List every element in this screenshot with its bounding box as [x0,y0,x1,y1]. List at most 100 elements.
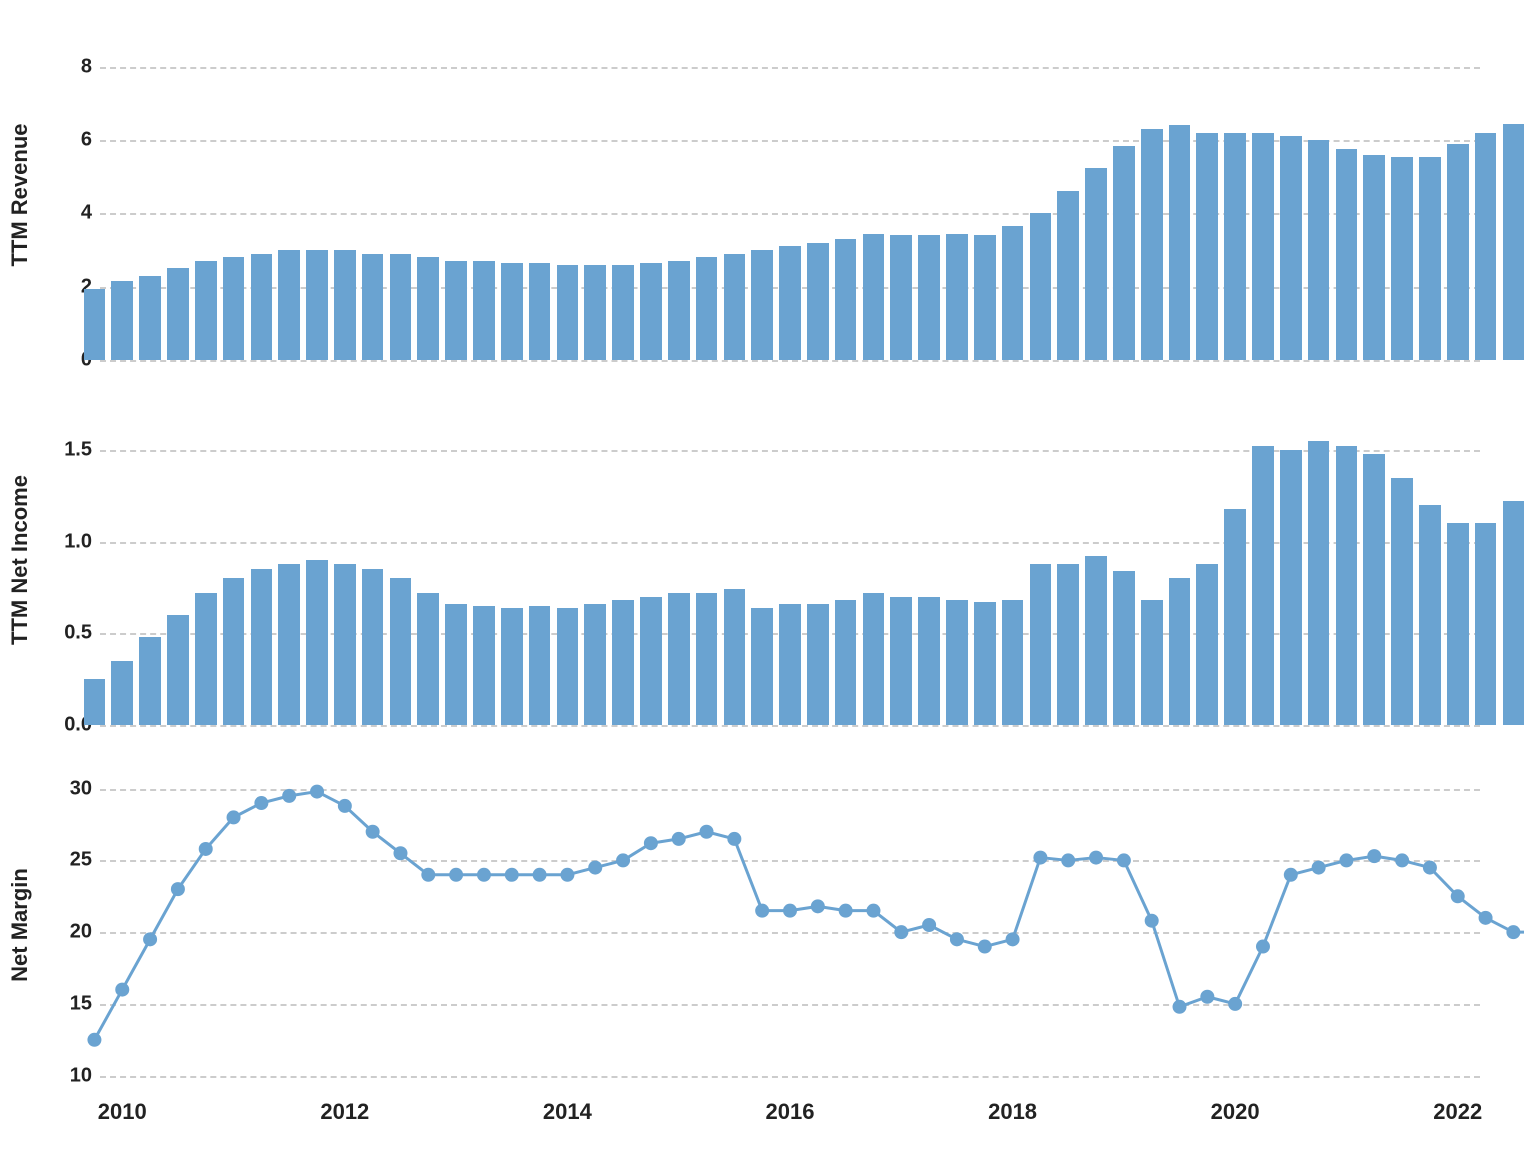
xtick-label: 2020 [1211,1099,1260,1125]
ytick-label: 0.5 [64,622,100,645]
ytick-label: 1.5 [64,439,100,462]
bars-revenue [100,30,1480,360]
bar [111,661,133,725]
series-marker [227,810,241,824]
bar [362,254,384,360]
series-marker [1061,853,1075,867]
series-marker [393,846,407,860]
bar [390,254,412,360]
bar [1363,155,1385,360]
bar [417,593,439,725]
series-marker [1339,853,1353,867]
bar [890,235,912,360]
bar [1002,226,1024,360]
bar [1224,509,1246,725]
ytick-label: 6 [81,129,100,152]
bar [501,263,523,360]
series-marker [1256,940,1270,954]
bar [668,261,690,360]
panel-net_income: 0.00.51.01.5TTM Net Income [100,395,1480,725]
bar [918,235,940,360]
bar [696,257,718,360]
series-marker [894,925,908,939]
bar [1030,564,1052,725]
series-marker [421,868,435,882]
panel-revenue: 02468TTM Revenue [100,30,1480,360]
bar [584,265,606,360]
series-marker [115,983,129,997]
series-marker [588,861,602,875]
bar [863,593,885,725]
series-marker [1367,849,1381,863]
bar [557,608,579,725]
series-marker [1200,990,1214,1004]
bar [974,235,996,360]
series-marker [143,932,157,946]
bar [696,593,718,725]
bar [946,600,968,725]
bar [223,257,245,360]
bar [1280,136,1302,360]
series-marker [560,868,574,882]
series-marker [254,796,268,810]
bar [1002,600,1024,725]
bar [334,564,356,725]
series-marker [449,868,463,882]
bar [1057,564,1079,725]
gridline [100,360,1480,362]
bar [139,637,161,725]
series-marker [1284,868,1298,882]
bar [640,263,662,360]
xtick-label: 2018 [988,1099,1037,1125]
bar [1196,133,1218,360]
xtick-label: 2010 [98,1099,147,1125]
bar [445,261,467,360]
ytick-label: 25 [70,849,100,872]
bar [1336,446,1358,725]
bar [1475,523,1497,725]
bar [195,593,217,725]
ytick-label: 8 [81,55,100,78]
bar [612,265,634,360]
bar [111,281,133,360]
bar [1336,149,1358,360]
bar [807,604,829,725]
line-net_margin [100,760,1480,1090]
bar [890,597,912,725]
bar [1280,450,1302,725]
bar [835,600,857,725]
bar [724,254,746,360]
bars-net_income [100,395,1480,725]
series-marker [1117,853,1131,867]
panel-net_margin: 1015202530Net Margin [100,760,1480,1090]
chart-container: 02468TTM Revenue 0.00.51.01.5TTM Net Inco… [0,0,1524,1162]
bar [1363,454,1385,725]
bar [584,604,606,725]
bar [251,254,273,360]
bar [751,250,773,360]
series-marker [866,904,880,918]
series-marker [783,904,797,918]
series-marker [338,799,352,813]
series-marker [533,868,547,882]
ytick-label: 1.0 [64,530,100,553]
series-marker [1089,851,1103,865]
bar [501,608,523,725]
bar [640,597,662,725]
bar [1057,191,1079,360]
bar [362,569,384,725]
bar [835,239,857,360]
bar [529,263,551,360]
bar [1196,564,1218,725]
series-marker [922,918,936,932]
bar [1252,133,1274,360]
series-marker [199,842,213,856]
bar [306,560,328,725]
bar [1503,124,1524,361]
bar [1391,157,1413,361]
ytick-label: 20 [70,921,100,944]
series-marker [1506,925,1520,939]
bar [1169,125,1191,360]
series-marker [1423,861,1437,875]
series-marker [477,868,491,882]
